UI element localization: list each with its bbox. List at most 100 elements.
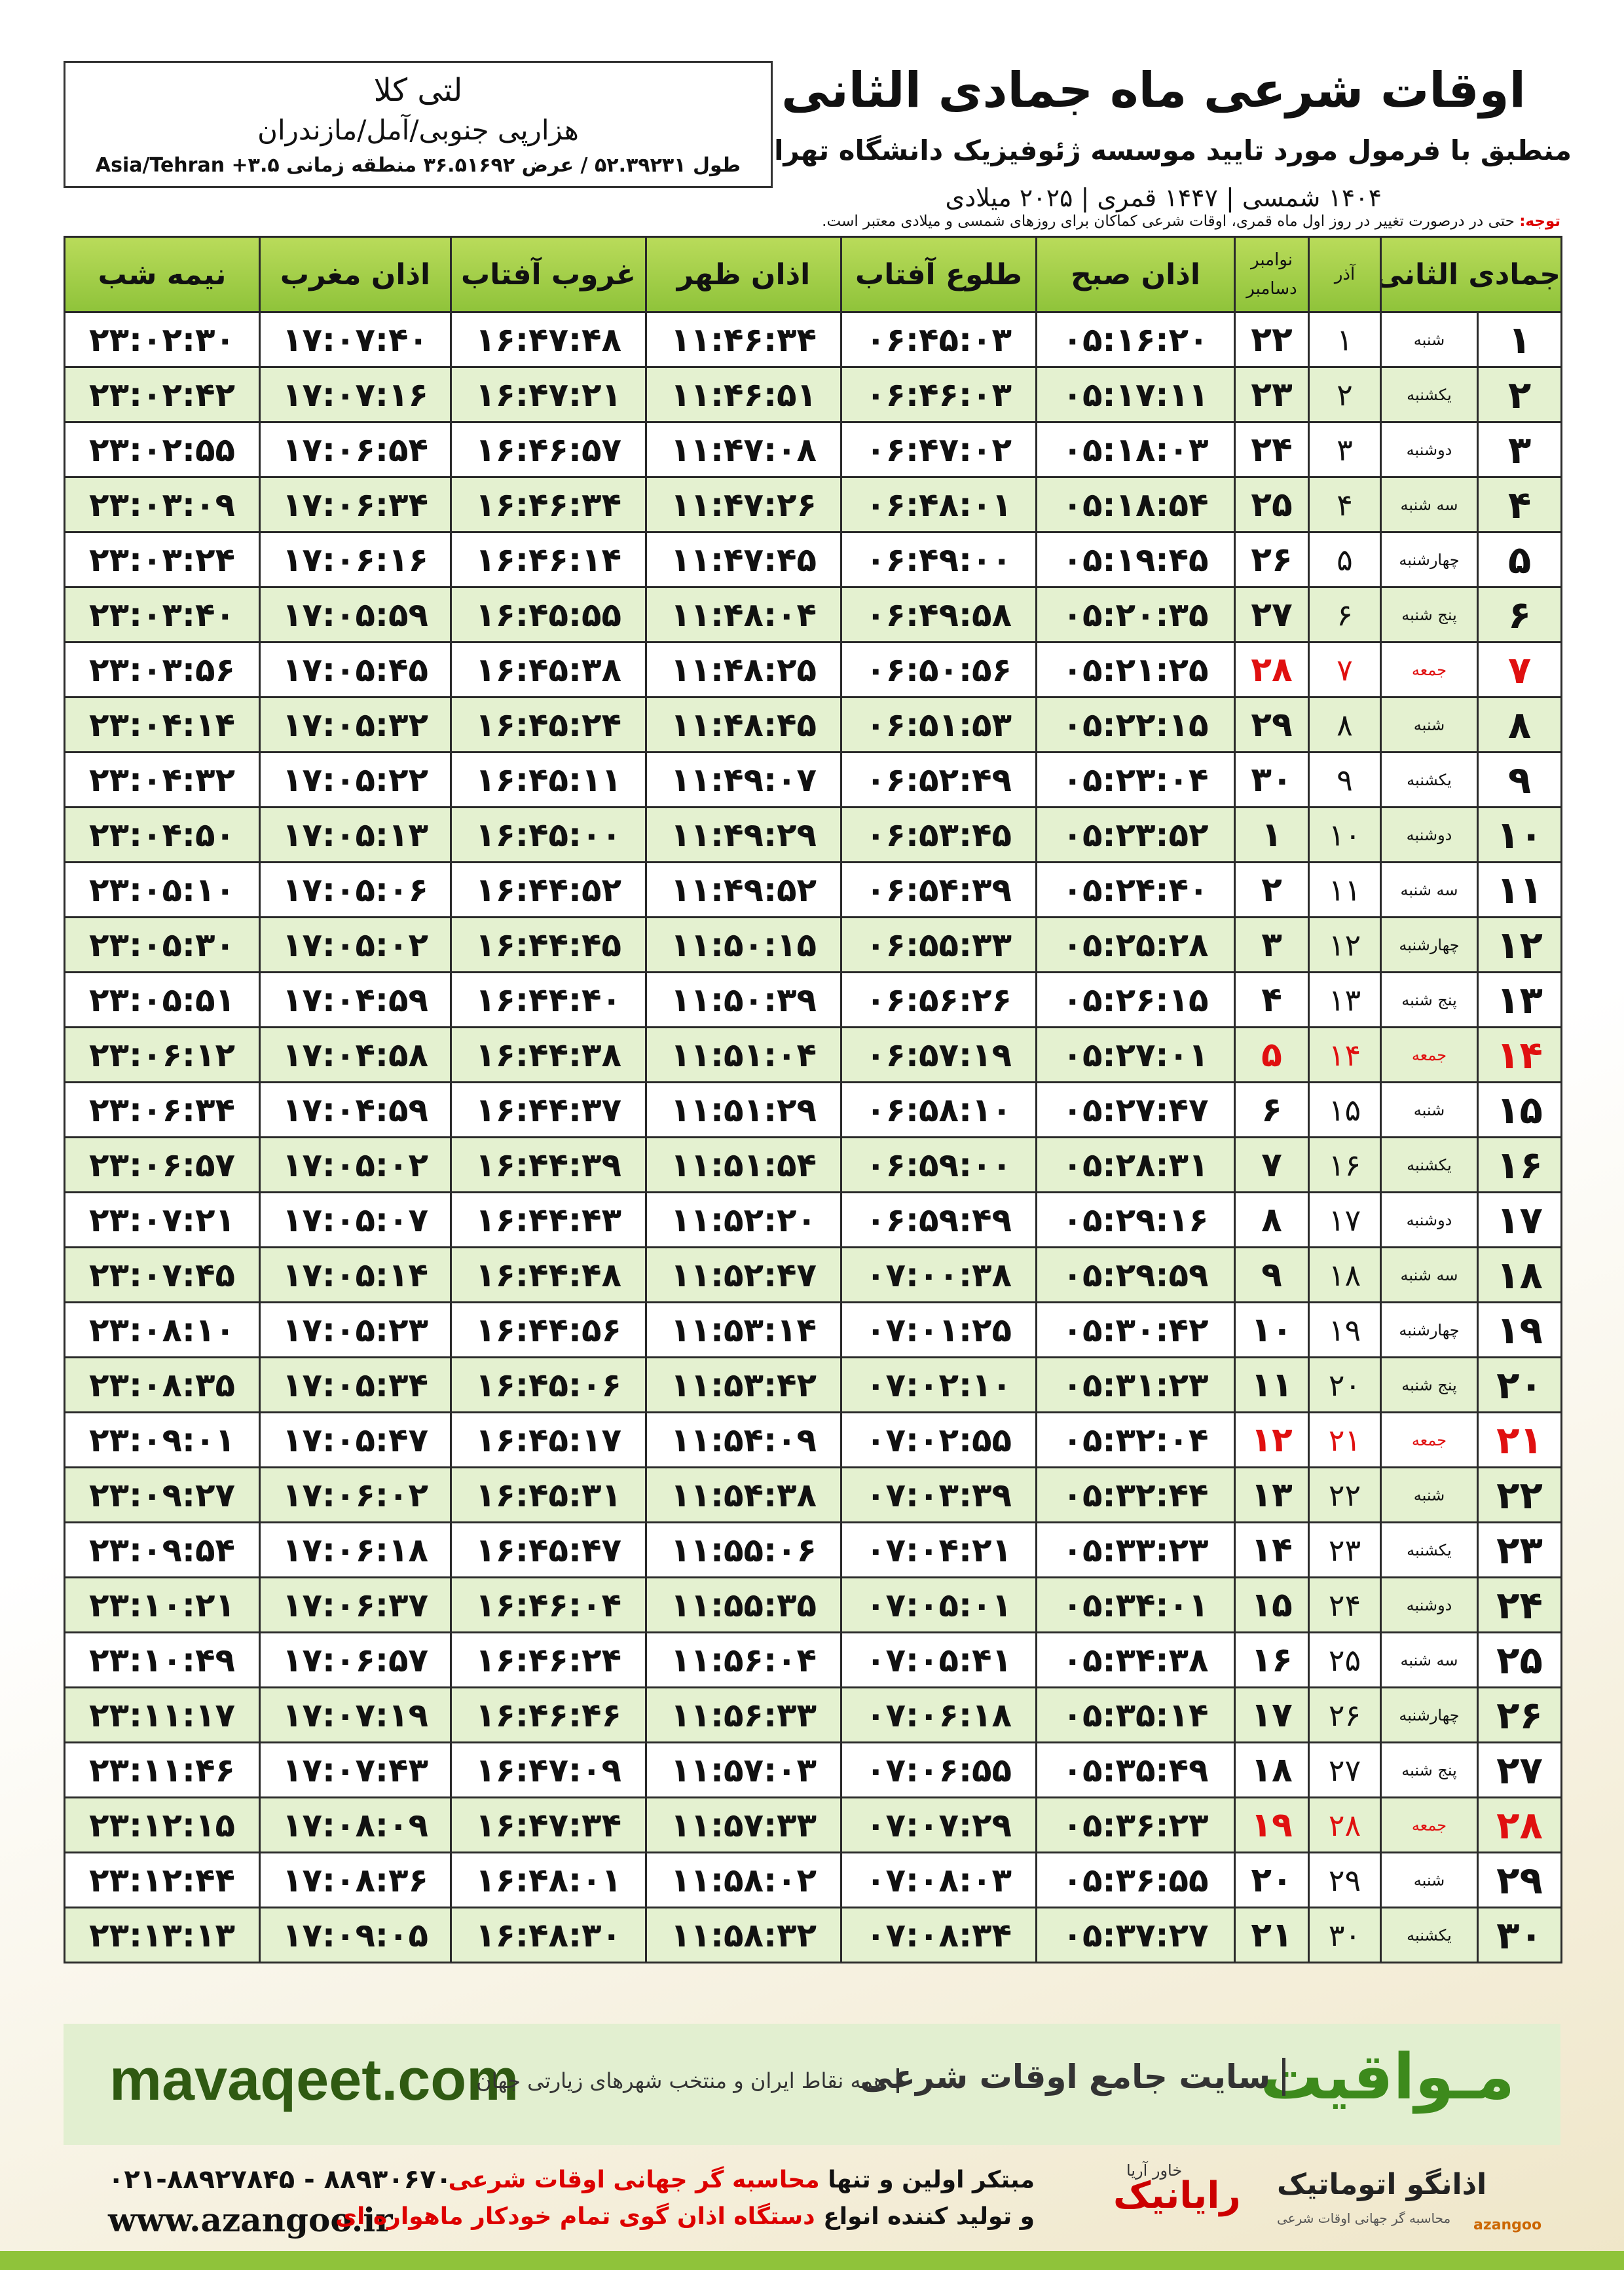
time: ۲۳:۱۱:۱۷ [64,1686,261,1743]
time: ۱۷:۰۵:۰۷ [259,1191,452,1248]
time: ۱۷:۰۶:۰۲ [259,1466,452,1523]
time: ۱۷:۰۸:۰۹ [259,1796,452,1853]
azar-day: ۲۲ [1308,1466,1382,1523]
time: ۰۷:۰۷:۲۹ [840,1796,1037,1853]
table-row: ۱۶ یکشنبه ۱۶ ۷ ۰۵:۲۸:۳۱ ۰۶:۵۹:۰۰ ۱۱:۵۱:۵۴ ۱۶:۴۴… [64,1136,1563,1193]
azar-day: ۹ [1308,751,1382,808]
time: ۱۱:۵۶:۳۳ [645,1686,842,1743]
time: ۱۷:۰۵:۰۲ [259,1136,452,1193]
time: ۱۷:۰۵:۴۷ [259,1411,452,1468]
time: ۲۳:۰۹:۰۱ [64,1411,261,1468]
time: ۱۷:۰۶:۵۴ [259,421,452,478]
gregorian-day: ۱۴ [1234,1521,1310,1578]
time: ۱۶:۴۴:۳۸ [450,1026,647,1083]
azar-day: ۱۱ [1308,861,1382,918]
time: ۰۷:۰۰:۳۸ [840,1246,1037,1303]
time: ۱۷:۰۵:۱۴ [259,1246,452,1303]
time: ۲۳:۰۹:۲۷ [64,1466,261,1523]
time: ۰۷:۰۵:۰۱ [840,1576,1037,1633]
time: ۱۷:۰۵:۰۶ [259,861,452,918]
time: ۰۷:۰۱:۲۵ [840,1301,1037,1358]
credits-line: مبتکر اولین و تنها محاسبه گر جهانی اوقات… [449,2167,1035,2193]
table-row: ۲۲ شنبه ۲۲ ۱۳ ۰۵:۳۲:۴۴ ۰۷:۰۳:۳۹ ۱۱:۵۴:۳۸ ۱۶:۴۵:… [64,1466,1563,1523]
weekday: دوشنبه [1379,1576,1479,1633]
time: ۱۷:۰۴:۵۸ [259,1026,452,1083]
table-row: ۲۱ جمعه ۲۱ ۱۲ ۰۵:۳۲:۰۴ ۰۷:۰۲:۵۵ ۱۱:۵۴:۰۹ ۱۶:۴۵:… [64,1411,1563,1468]
weekday: شنبه [1379,1081,1479,1138]
time: ۱۶:۴۷:۲۱ [450,366,647,423]
time: ۲۳:۰۷:۴۵ [64,1246,261,1303]
header-gregorian: نوامبر دسامبر [1234,236,1310,313]
header-gregorian-1: نوامبر [1250,250,1293,270]
table-row: ۵ چهارشنبه ۵ ۲۶ ۰۵:۱۹:۴۵ ۰۶:۴۹:۰۰ ۱۱:۴۷:۴۵ ۱۶:۴… [64,531,1563,588]
gregorian-day: ۲۳ [1234,366,1310,423]
time: ۱۶:۴۵:۰۰ [450,806,647,863]
time: ۲۳:۱۰:۲۱ [64,1576,261,1633]
time: ۰۵:۲۹:۱۶ [1035,1191,1236,1248]
note-text: حتی در درصورت تغییر در روز اول ماه قمری،… [822,213,1515,230]
weekday: پنج شنبه [1379,1741,1479,1798]
hijri-day: ۲۸ [1477,1796,1563,1853]
time: ۱۶:۴۷:۴۸ [450,311,647,368]
time: ۱۱:۵۱:۵۴ [645,1136,842,1193]
time: ۱۱:۴۶:۳۴ [645,311,842,368]
table-row: ۱ شنبه ۱ ۲۲ ۰۵:۱۶:۲۰ ۰۶:۴۵:۰۳ ۱۱:۴۶:۳۴ ۱۶:۴۷:۴۸… [64,311,1563,368]
time: ۲۳:۰۳:۰۹ [64,476,261,533]
time: ۰۵:۳۰:۴۲ [1035,1301,1236,1358]
time: ۱۱:۴۷:۰۸ [645,421,842,478]
time: ۱۶:۴۵:۱۷ [450,1411,647,1468]
site-url[interactable]: mavaqeet.com [109,2047,519,2113]
time: ۱۶:۴۴:۴۰ [450,971,647,1028]
time: ۱۷:۰۴:۵۹ [259,971,452,1028]
credits-line: و تولید کننده انواع دستگاه اذان گوی تمام… [335,2203,1035,2230]
table-body: ۱ شنبه ۱ ۲۲ ۰۵:۱۶:۲۰ ۰۶:۴۵:۰۳ ۱۱:۴۶:۳۴ ۱۶:۴۷:۴۸… [64,311,1563,1963]
weekday: چهارشنبه [1379,1301,1479,1358]
time: ۰۵:۳۶:۵۵ [1035,1851,1236,1908]
time: ۰۵:۲۹:۵۹ [1035,1246,1236,1303]
gregorian-day: ۳ [1234,916,1310,973]
gregorian-day: ۱۱ [1234,1356,1310,1413]
time: ۲۳:۰۲:۳۰ [64,311,261,368]
credits-highlight: دستگاه اذان گوی تمام خودکار ماهواره ای [335,2203,815,2230]
time: ۱۱:۵۵:۰۶ [645,1521,842,1578]
note: توجه: حتی در درصورت تغییر در روز اول ماه… [64,213,1560,230]
weekday: شنبه [1379,1466,1479,1523]
weekday: سه شنبه [1379,861,1479,918]
table-row: ۲۵ سه شنبه ۲۵ ۱۶ ۰۵:۳۴:۳۸ ۰۷:۰۵:۴۱ ۱۱:۵۶:۰۴ ۱۶:… [64,1631,1563,1688]
logo: اذانگو اتوماتیک [1277,2168,1487,2201]
location-region: هزارپی جنوبی/آمل/مازندران [257,114,579,146]
weekday: شنبه [1379,311,1479,368]
hijri-day: ۲۶ [1477,1686,1563,1743]
time: ۰۶:۴۷:۰۲ [840,421,1037,478]
table-row: ۱۳ پنج شنبه ۱۳ ۴ ۰۵:۲۶:۱۵ ۰۶:۵۶:۲۶ ۱۱:۵۰:۳۹ ۱۶:… [64,971,1563,1028]
prayer-table: جمادی الثانی آذر نوامبر دسامبر اذان صبح طل… [64,236,1563,1963]
time: ۱۷:۰۵:۳۲ [259,696,452,753]
gregorian-day: ۱۰ [1234,1301,1310,1358]
time: ۰۵:۳۶:۲۳ [1035,1796,1236,1853]
table-row: ۲۰ پنج شنبه ۲۰ ۱۱ ۰۵:۳۱:۲۳ ۰۷:۰۲:۱۰ ۱۱:۵۳:۴۲ ۱۶… [64,1356,1563,1413]
time: ۲۳:۰۶:۱۲ [64,1026,261,1083]
table-row: ۹ یکشنبه ۹ ۳۰ ۰۵:۲۳:۰۴ ۰۶:۵۲:۴۹ ۱۱:۴۹:۰۷ ۱۶:۴۵:… [64,751,1563,808]
credits-url[interactable]: www.azangoo.ir [108,2201,393,2239]
credits-highlight: محاسبه گر جهانی اوقات شرعی [448,2167,820,2193]
table-row: ۱۱ سه شنبه ۱۱ ۲ ۰۵:۲۴:۴۰ ۰۶:۵۴:۳۹ ۱۱:۴۹:۵۲ ۱۶:۴… [64,861,1563,918]
azar-day: ۱۲ [1308,916,1382,973]
weekday: جمعه [1379,1796,1479,1853]
time: ۲۳:۰۶:۳۴ [64,1081,261,1138]
time: ۱۷:۰۷:۱۹ [259,1686,452,1743]
time: ۱۱:۵۶:۰۴ [645,1631,842,1688]
hijri-day: ۲۱ [1477,1411,1563,1468]
time: ۱۱:۵۳:۴۲ [645,1356,842,1413]
time: ۰۵:۲۷:۴۷ [1035,1081,1236,1138]
azar-day: ۱۰ [1308,806,1382,863]
gregorian-day: ۲۴ [1234,421,1310,478]
time: ۱۱:۵۸:۳۲ [645,1907,842,1963]
hijri-day: ۲۴ [1477,1576,1563,1633]
time: ۰۵:۱۷:۱۱ [1035,366,1236,423]
weekday: چهارشنبه [1379,1686,1479,1743]
time: ۱۷:۰۵:۴۵ [259,641,452,698]
gregorian-day: ۶ [1234,1081,1310,1138]
time: ۲۳:۰۲:۴۲ [64,366,261,423]
time: ۱۱:۴۹:۵۲ [645,861,842,918]
time: ۱۶:۴۵:۲۴ [450,696,647,753]
